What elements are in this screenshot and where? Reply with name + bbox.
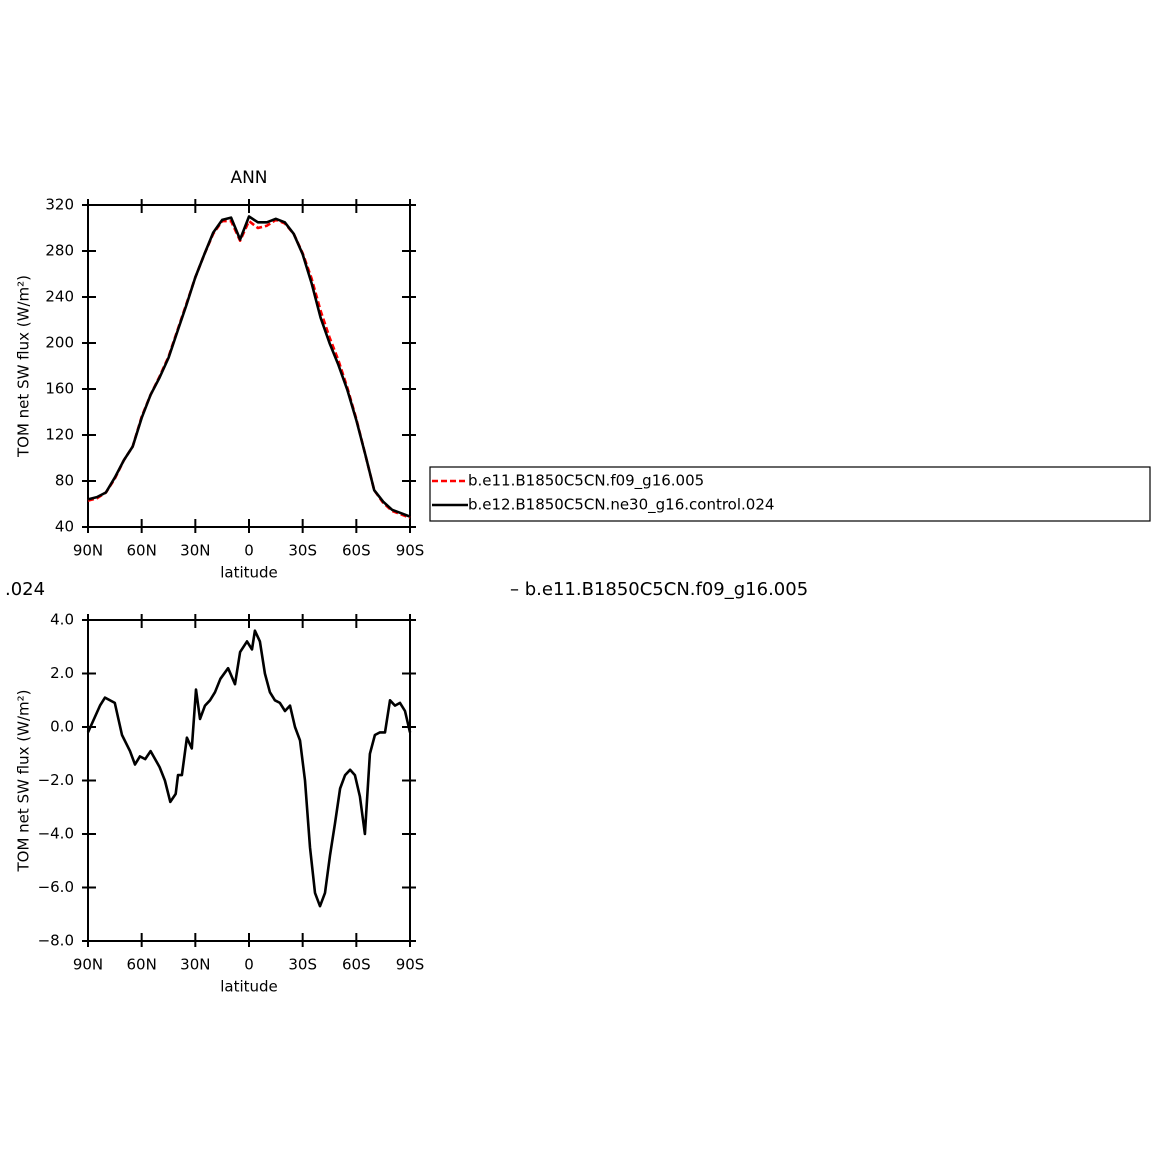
y-axis-label: TOM net SW flux (W/m²) bbox=[15, 690, 33, 873]
legend-box bbox=[429, 466, 1151, 522]
data-line bbox=[87, 218, 411, 520]
y-tick-label: −2.0 bbox=[38, 771, 74, 789]
x-tick-label: 0 bbox=[244, 956, 254, 974]
y-tick-label: 120 bbox=[45, 426, 74, 444]
y-tick-label: 2.0 bbox=[50, 664, 74, 682]
x-tick-label: 90N bbox=[73, 956, 103, 974]
y-tick-label: 0.0 bbox=[50, 718, 74, 736]
y-tick-label: 4.0 bbox=[50, 611, 74, 629]
data-line bbox=[87, 215, 411, 518]
y-tick-label: −6.0 bbox=[38, 878, 74, 896]
y-tick-label: 40 bbox=[55, 518, 74, 536]
legend-label: b.e11.B1850C5CN.f09_g16.005 bbox=[468, 472, 704, 491]
plot-frame bbox=[87, 619, 411, 942]
x-tick-label: 60N bbox=[127, 542, 157, 560]
x-tick-label: 30S bbox=[288, 542, 317, 560]
x-tick-label: 90N bbox=[73, 542, 103, 560]
y-tick-label: −8.0 bbox=[38, 932, 74, 950]
x-tick-label: 60S bbox=[342, 956, 371, 974]
y-tick-label: 80 bbox=[55, 472, 74, 490]
y-tick-label: 240 bbox=[45, 288, 74, 306]
annotation: .024 bbox=[5, 579, 45, 600]
x-axis-label: latitude bbox=[220, 564, 278, 582]
x-tick-label: 30N bbox=[180, 956, 210, 974]
plot-frame bbox=[87, 204, 411, 528]
y-axis-label: TOM net SW flux (W/m²) bbox=[15, 275, 33, 458]
data-line bbox=[86, 629, 412, 908]
x-tick-label: 60S bbox=[342, 542, 371, 560]
x-axis-label: latitude bbox=[220, 978, 278, 996]
x-tick-label: 90S bbox=[396, 956, 425, 974]
y-tick-label: 320 bbox=[45, 196, 74, 214]
chart-title: ANN bbox=[230, 168, 267, 188]
annotation: – b.e11.B1850C5CN.f09_g16.005 bbox=[510, 579, 808, 600]
x-tick-label: 90S bbox=[396, 542, 425, 560]
x-tick-label: 30N bbox=[180, 542, 210, 560]
legend-label: b.e12.B1850C5CN.ne30_g16.control.024 bbox=[468, 496, 774, 515]
x-tick-label: 0 bbox=[244, 542, 254, 560]
y-tick-label: −4.0 bbox=[38, 825, 74, 843]
x-tick-label: 30S bbox=[288, 956, 317, 974]
y-tick-label: 280 bbox=[45, 242, 74, 260]
y-tick-label: 200 bbox=[45, 334, 74, 352]
y-tick-label: 160 bbox=[45, 380, 74, 398]
x-tick-label: 60N bbox=[127, 956, 157, 974]
